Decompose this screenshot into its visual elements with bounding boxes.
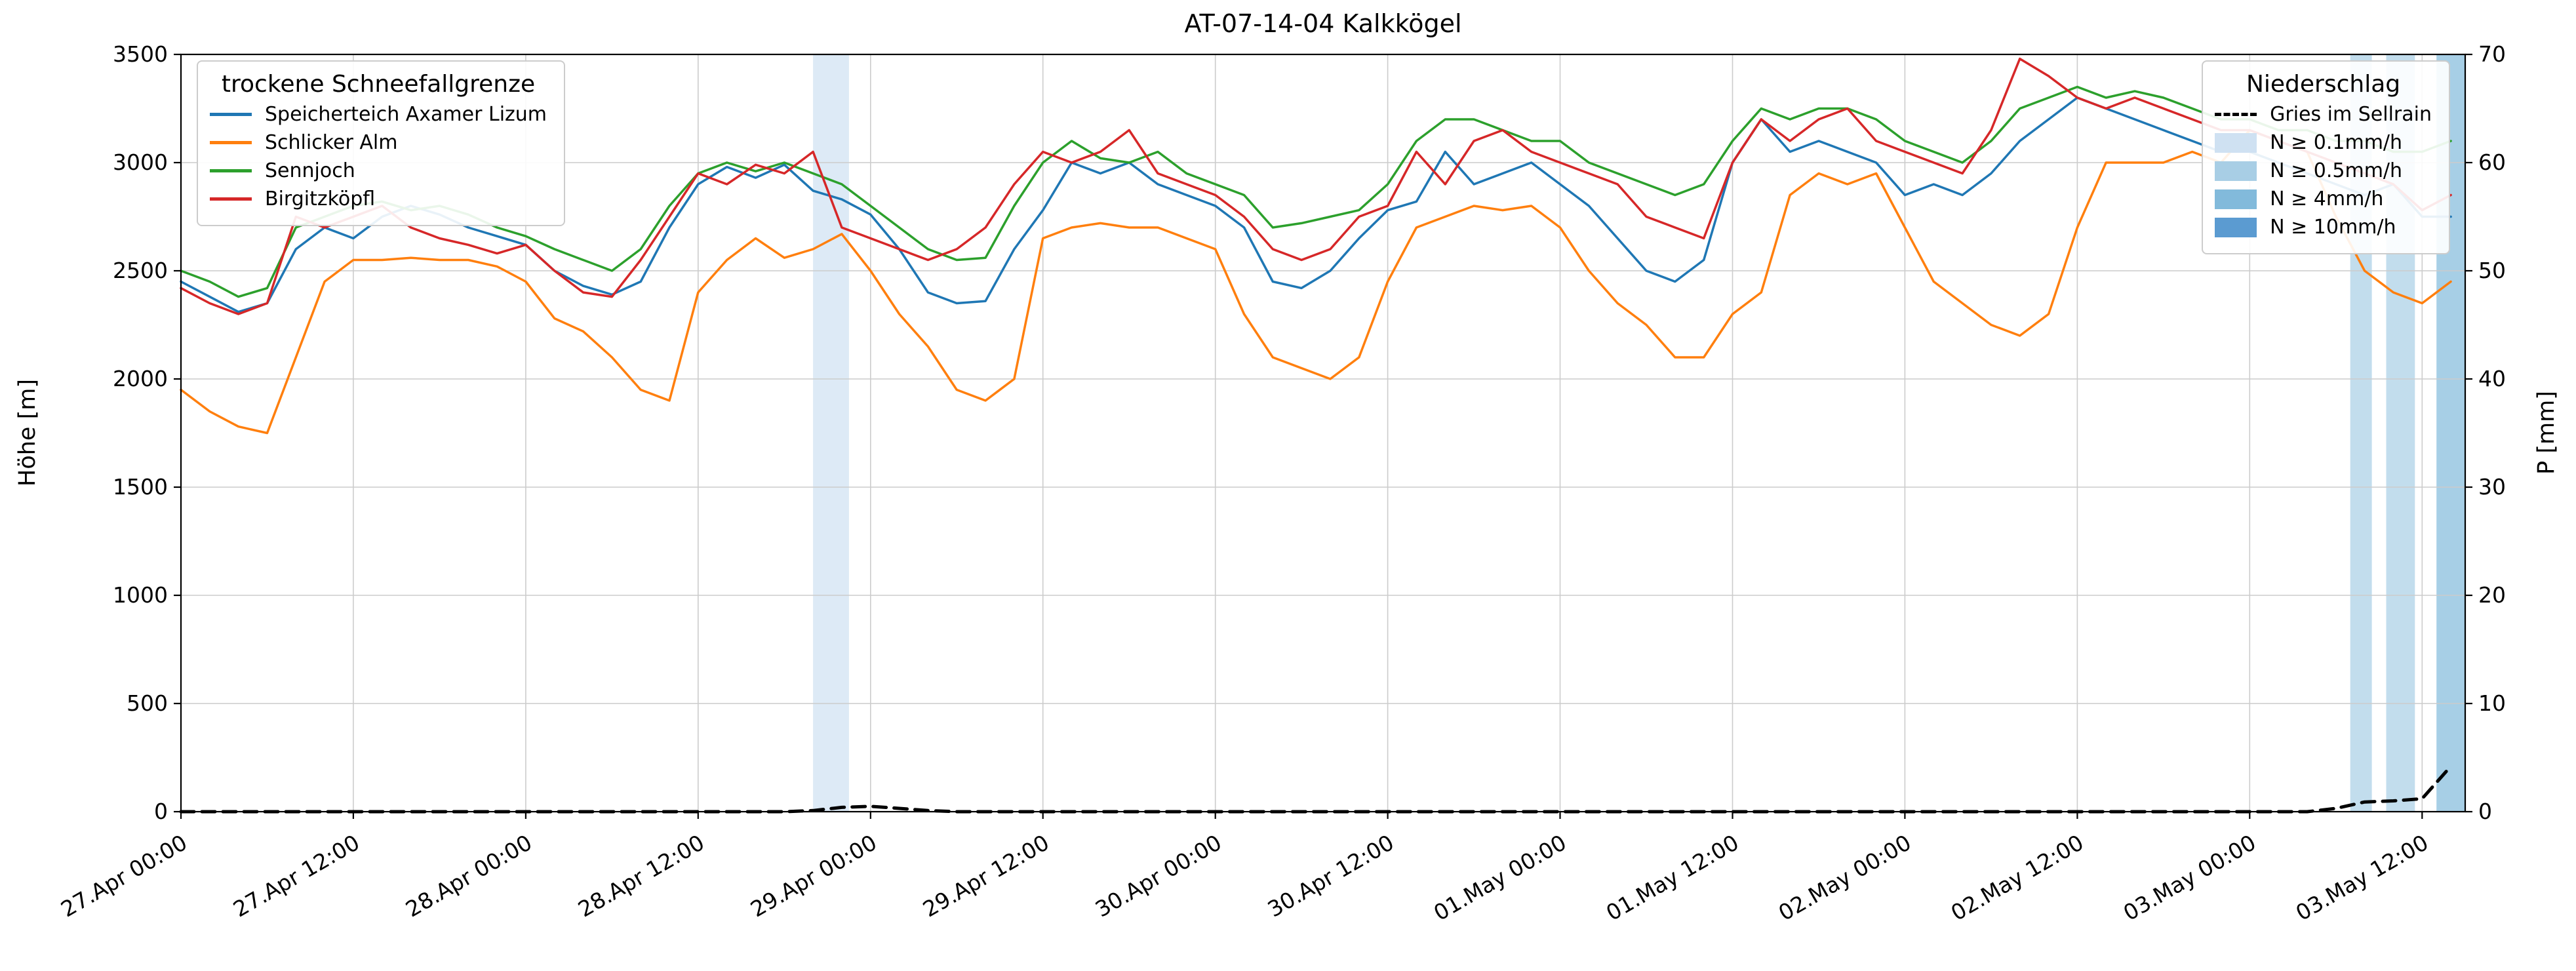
y-left-tick-label: 3000 bbox=[113, 149, 168, 175]
y-right-tick-label: 30 bbox=[2478, 474, 2506, 500]
y-left-tick-label: 2000 bbox=[113, 366, 168, 391]
legend-precip-item-3: N ≥ 4mm/h bbox=[2215, 188, 2432, 210]
x-tick-label: 29.Apr 12:00 bbox=[919, 829, 1054, 922]
y-left-tick-label: 1000 bbox=[113, 582, 168, 608]
legend-snowline-item-0: Speicherteich Axamer Lizum bbox=[210, 103, 547, 126]
legend-item-label: Speicherteich Axamer Lizum bbox=[265, 103, 547, 126]
series-gries-im-sellrain bbox=[179, 764, 2453, 814]
y-right-tick-label: 40 bbox=[2478, 366, 2506, 391]
legend-snowline-item-2: Sennjoch bbox=[210, 159, 547, 182]
line-swatch bbox=[210, 141, 252, 144]
x-tick-label: 03.May 12:00 bbox=[2291, 829, 2432, 926]
x-tick-label: 03.May 00:00 bbox=[2119, 829, 2260, 926]
y-left-tick-label: 500 bbox=[127, 690, 168, 716]
y-right-tick-label: 50 bbox=[2478, 258, 2506, 283]
x-tick-label: 02.May 00:00 bbox=[1774, 829, 1915, 926]
x-tick-label: 28.Apr 12:00 bbox=[574, 829, 709, 922]
series-sennjoch bbox=[180, 85, 2452, 298]
legend-snowline-item-3: Birgitzköpfl bbox=[210, 188, 547, 210]
legend-snowline-items: Speicherteich Axamer Lizum Schlicker Alm S… bbox=[210, 103, 547, 210]
y-left-tick-label: 1500 bbox=[113, 474, 168, 500]
patch-swatch bbox=[2215, 189, 2257, 209]
x-tick-label: 28.Apr 00:00 bbox=[401, 829, 536, 922]
legend-item-label: N ≥ 0.5mm/h bbox=[2270, 159, 2403, 182]
y-right-tick-label: 0 bbox=[2478, 799, 2492, 824]
x-tick-label: 01.May 12:00 bbox=[1602, 829, 1743, 926]
patch-swatch bbox=[2215, 132, 2257, 153]
line-swatch bbox=[210, 113, 252, 116]
x-tick-label: 27.Apr 00:00 bbox=[56, 829, 191, 922]
line-swatch bbox=[210, 197, 252, 201]
legend-precip-title: Niederschlag bbox=[2246, 71, 2401, 98]
legend-item-label: Birgitzköpfl bbox=[265, 188, 376, 210]
x-tick-label: 27.Apr 12:00 bbox=[229, 829, 364, 922]
legend-precip-item-0: Gries im Sellrain bbox=[2215, 103, 2432, 126]
chart-title: AT-07-14-04 Kalkkögel bbox=[1184, 9, 1462, 38]
legend-precip: Niederschlag Gries im Sellrain N ≥ 0.1mm/… bbox=[2202, 60, 2450, 254]
x-tick-label: 30.Apr 00:00 bbox=[1091, 829, 1226, 922]
y-axis-label-right: P [mm] bbox=[2533, 391, 2560, 475]
legend-item-label: Sennjoch bbox=[265, 159, 355, 182]
legend-item-label: N ≥ 4mm/h bbox=[2270, 188, 2384, 210]
dashed-line-swatch bbox=[2215, 113, 2257, 116]
legend-item-label: N ≥ 0.1mm/h bbox=[2270, 131, 2403, 154]
line-swatch bbox=[210, 169, 252, 172]
series-schlicker-alm bbox=[180, 129, 2452, 435]
legend-snowline-title: trockene Schneefallgrenze bbox=[221, 71, 536, 98]
legend-snowline-item-1: Schlicker Alm bbox=[210, 131, 547, 154]
legend-item-label: N ≥ 10mm/h bbox=[2270, 216, 2396, 239]
y-axis-label-left: Höhe [m] bbox=[14, 379, 41, 486]
legend-precip-item-4: N ≥ 10mm/h bbox=[2215, 216, 2432, 239]
y-left-tick-label: 2500 bbox=[113, 258, 168, 283]
legend-snowline: trockene Schneefallgrenze Speicherteich … bbox=[197, 60, 566, 226]
y-left-tick-label: 0 bbox=[154, 799, 168, 824]
y-right-tick-label: 20 bbox=[2478, 582, 2506, 608]
x-tick-label: 02.May 12:00 bbox=[1947, 829, 2088, 926]
series-birgitzkoepfl bbox=[180, 57, 2452, 315]
x-tick-label: 30.Apr 12:00 bbox=[1263, 829, 1398, 922]
y-right-tick-label: 10 bbox=[2478, 690, 2506, 716]
legend-item-label: Gries im Sellrain bbox=[2270, 103, 2432, 126]
x-tick-label: 29.Apr 00:00 bbox=[746, 829, 881, 922]
patch-swatch bbox=[2215, 161, 2257, 181]
legend-item-label: Schlicker Alm bbox=[265, 131, 398, 154]
patch-swatch bbox=[2215, 217, 2257, 237]
legend-precip-item-2: N ≥ 0.5mm/h bbox=[2215, 159, 2432, 182]
x-tick-label: 01.May 00:00 bbox=[1429, 829, 1570, 926]
y-right-tick-label: 70 bbox=[2478, 41, 2506, 67]
legend-precip-items: Gries im Sellrain N ≥ 0.1mm/h N ≥ 0.5mm/h N… bbox=[2215, 103, 2432, 239]
y-right-tick-label: 60 bbox=[2478, 149, 2506, 175]
y-left-tick-label: 3500 bbox=[113, 41, 168, 67]
legend-precip-item-1: N ≥ 0.1mm/h bbox=[2215, 131, 2432, 154]
